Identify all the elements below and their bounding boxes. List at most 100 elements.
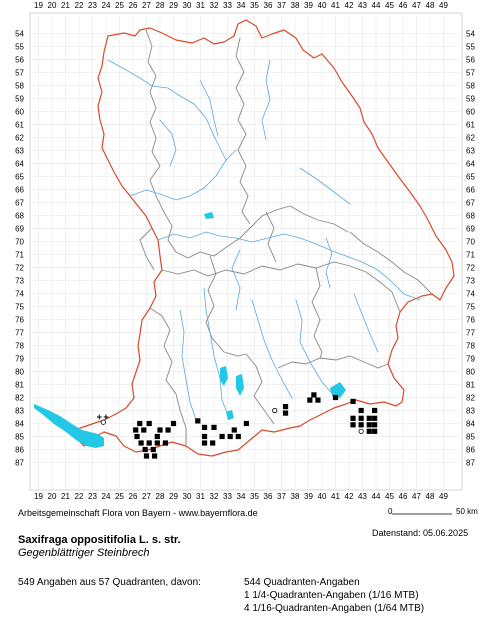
occurrence-marker bbox=[152, 453, 158, 459]
y-tick-label-right: 68 bbox=[466, 212, 475, 221]
distribution-map: 19 19 20 20 21 21 22 22 23 23 24 24 25 25 26 26 27 27 28 28… bbox=[15, 1, 475, 515]
y-tick-label-right: 57 bbox=[466, 69, 475, 78]
y-tick-label-right: 77 bbox=[466, 329, 475, 338]
x-tick-label-bottom: 30 bbox=[183, 492, 192, 501]
lake-ammersee bbox=[220, 366, 228, 386]
occurrence-marker bbox=[366, 428, 372, 434]
occurrence-marker bbox=[201, 433, 208, 440]
bavaria-outline bbox=[77, 19, 455, 457]
y-tick-label-right: 82 bbox=[466, 394, 475, 403]
y-tick-label-left: 74 bbox=[15, 290, 24, 299]
x-tick-label-bottom: 35 bbox=[250, 492, 259, 501]
x-tick-label-top: 35 bbox=[250, 1, 259, 10]
occurrence-marker bbox=[154, 433, 160, 440]
state-border bbox=[77, 19, 455, 457]
quadrant-count-sixteenth: 4 1/16-Quadranten-Angaben (1/64 MTB) bbox=[244, 603, 425, 614]
occurrence-marker bbox=[150, 446, 156, 453]
occurrence-marker bbox=[358, 415, 364, 421]
occurrence-marker bbox=[201, 440, 208, 446]
y-tick-label-left: 62 bbox=[15, 134, 24, 143]
y-tick-label-right: 58 bbox=[466, 82, 475, 91]
occurrence-marker bbox=[332, 394, 339, 401]
lake-constance bbox=[34, 404, 104, 448]
x-tick-label-bottom: 49 bbox=[439, 492, 448, 501]
grid-lines bbox=[32, 16, 460, 488]
occurrence-marker bbox=[350, 398, 356, 404]
x-tick-label-bottom: 43 bbox=[358, 492, 367, 501]
x-tick-label-top: 39 bbox=[304, 1, 313, 10]
scale-end-label: 50 km bbox=[456, 507, 478, 516]
y-tick-label-right: 86 bbox=[466, 446, 475, 455]
x-tick-label-top: 25 bbox=[115, 1, 124, 10]
y-tick-label-left: 68 bbox=[15, 212, 24, 221]
occurrence-marker bbox=[366, 422, 372, 428]
y-tick-label-right: 72 bbox=[466, 264, 475, 273]
y-tick-label-right: 69 bbox=[466, 225, 475, 234]
occurrence-marker bbox=[143, 453, 150, 459]
y-tick-label-right: 78 bbox=[466, 342, 475, 351]
occurrence-marker bbox=[311, 392, 317, 398]
x-tick-label-bottom: 20 bbox=[48, 492, 57, 501]
y-tick-label-left: 85 bbox=[15, 433, 24, 442]
x-tick-label-top: 38 bbox=[291, 1, 300, 10]
rivers bbox=[107, 59, 421, 421]
x-tick-label-bottom: 23 bbox=[88, 492, 97, 501]
occurrence-marker bbox=[142, 446, 148, 453]
occurrence-marker bbox=[350, 415, 356, 421]
occurrence-marker bbox=[210, 440, 216, 446]
x-tick-label-top: 46 bbox=[399, 1, 408, 10]
occurrence-marker bbox=[137, 420, 143, 427]
x-tick-label-top: 34 bbox=[237, 1, 246, 10]
occurrence-marker bbox=[372, 422, 378, 428]
y-tick-label-right: 54 bbox=[466, 30, 475, 39]
y-tick-label-right: 56 bbox=[466, 56, 475, 65]
x-tick-label-bottom: 40 bbox=[318, 492, 327, 501]
y-tick-label-right: 87 bbox=[466, 459, 475, 468]
x-tick-label-top: 45 bbox=[385, 1, 394, 10]
y-tick-label-right: 75 bbox=[466, 303, 475, 312]
y-tick-label-right: 62 bbox=[466, 134, 475, 143]
map-frame bbox=[29, 12, 463, 491]
x-tick-label-top: 20 bbox=[48, 1, 57, 10]
y-tick-label-left: 83 bbox=[15, 407, 24, 416]
y-tick-label-left: 87 bbox=[15, 459, 24, 468]
x-tick-label-top: 42 bbox=[345, 1, 354, 10]
y-tick-label-left: 75 bbox=[15, 303, 24, 312]
occurrence-marker bbox=[282, 404, 289, 410]
x-tick-label-bottom: 46 bbox=[399, 492, 408, 501]
occurrence-marker bbox=[138, 440, 144, 446]
y-tick-label-left: 79 bbox=[15, 355, 24, 364]
occurrence-marker bbox=[165, 427, 171, 433]
y-tick-label-left: 54 bbox=[15, 30, 24, 39]
x-tick-label-top: 22 bbox=[75, 1, 84, 10]
species-scientific-name: Saxifraga oppositifolia L. s. str. bbox=[18, 534, 181, 546]
y-tick-label-left: 70 bbox=[15, 238, 24, 247]
y-tick-label-right: 66 bbox=[466, 186, 475, 195]
occurrence-marker bbox=[231, 427, 237, 433]
occurrence-marker bbox=[195, 418, 201, 424]
district-borders bbox=[139, 29, 433, 446]
x-tick-label-top: 26 bbox=[129, 1, 138, 10]
y-tick-label-right: 65 bbox=[466, 173, 475, 182]
x-tick-label-bottom: 28 bbox=[156, 492, 165, 501]
occurrence-markers bbox=[96, 392, 378, 459]
y-tick-label-right: 83 bbox=[466, 407, 475, 416]
occurrence-marker bbox=[170, 420, 177, 427]
x-tick-label-top: 21 bbox=[61, 1, 70, 10]
y-tick-label-right: 84 bbox=[466, 420, 475, 429]
x-tick-label-bottom: 24 bbox=[102, 492, 111, 501]
occurrence-marker bbox=[307, 397, 313, 403]
occurrence-marker bbox=[235, 433, 241, 440]
occurrence-marker-uncertain bbox=[100, 419, 106, 425]
x-tick-label-top: 29 bbox=[169, 1, 178, 10]
y-tick-label-right: 71 bbox=[466, 251, 475, 260]
x-tick-label-top: 23 bbox=[88, 1, 97, 10]
y-tick-label-left: 55 bbox=[15, 43, 24, 52]
y-tick-label-right: 55 bbox=[466, 43, 475, 52]
x-tick-label-top: 31 bbox=[196, 1, 205, 10]
x-tick-label-top: 41 bbox=[331, 1, 340, 10]
y-tick-label-right: 63 bbox=[466, 147, 475, 156]
y-tick-label-left: 67 bbox=[15, 199, 24, 208]
occurrence-marker-cross bbox=[96, 414, 102, 420]
x-tick-label-top: 37 bbox=[277, 1, 286, 10]
